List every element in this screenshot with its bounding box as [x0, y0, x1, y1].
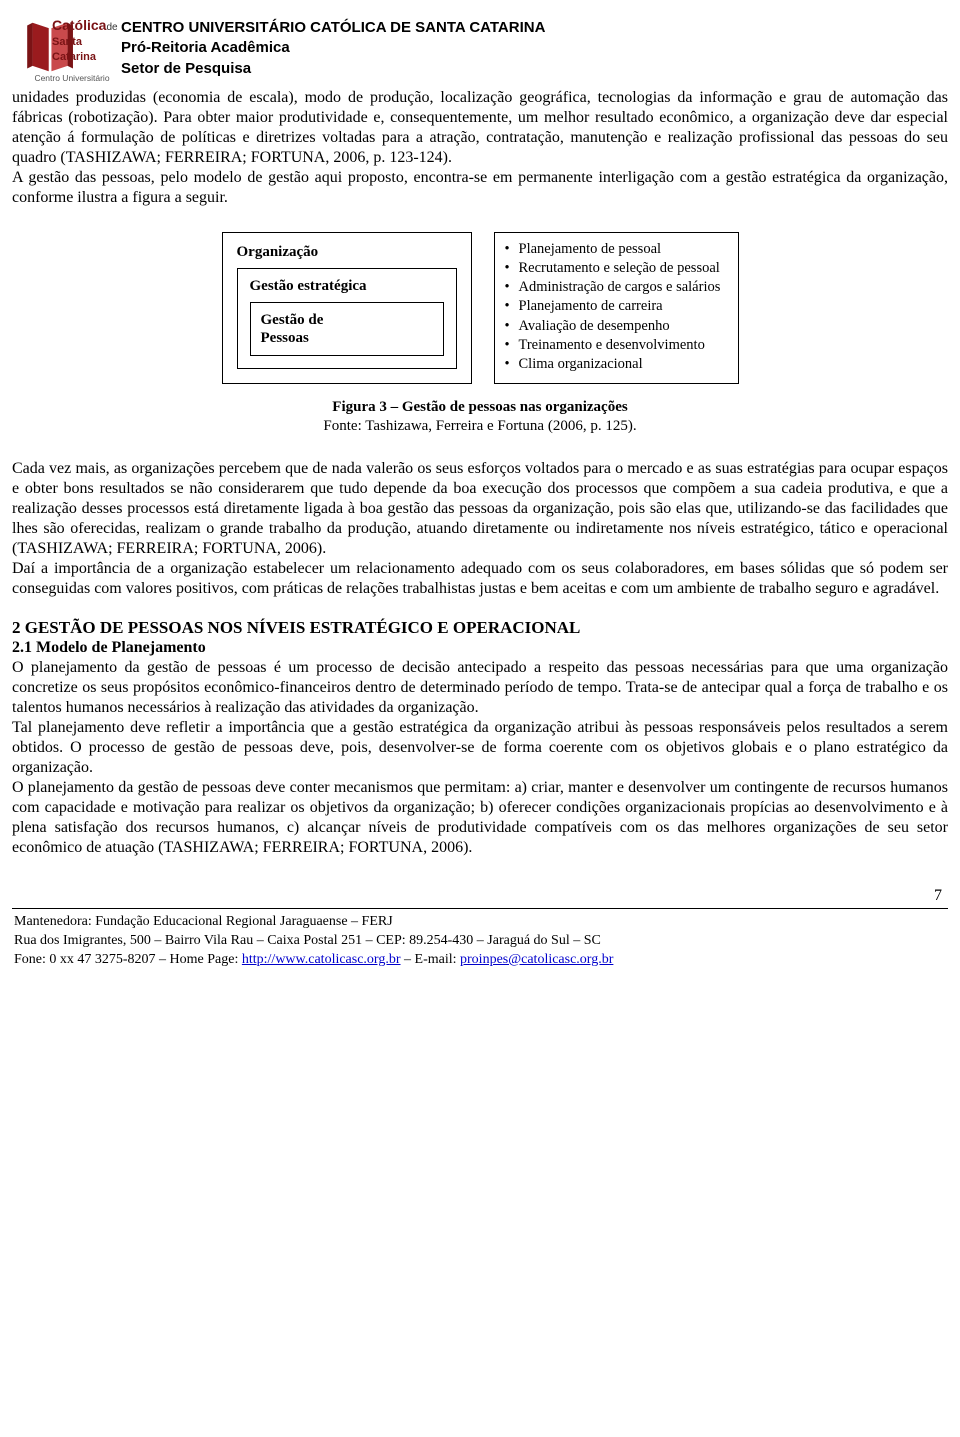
page-number: 7 [12, 886, 948, 906]
logo-text-de: de [106, 22, 117, 33]
list-item: Clima organizacional [505, 355, 728, 373]
institute-name: CENTRO UNIVERSITÁRIO CATÓLICA DE SANTA C… [121, 18, 545, 38]
paragraph-8: O planejamento da gestão de pessoas deve… [12, 778, 948, 858]
footer-line-2: Rua dos Imigrantes, 500 – Bairro Vila Ra… [14, 932, 946, 951]
footer-prefix: Fone: 0 xx 47 3275-8207 – Home Page: [14, 952, 242, 967]
page-footer: Mantenedora: Fundação Educacional Region… [12, 913, 948, 978]
list-item: Administração de cargos e salários [505, 278, 728, 296]
figure-caption-source: Fonte: Tashizawa, Ferreira e Fortuna (20… [323, 418, 636, 434]
footer-line-1: Mantenedora: Fundação Educacional Region… [14, 913, 946, 932]
intro-paragraphs: unidades produzidas (economia de escala)… [12, 88, 948, 208]
paragraph-3: A gestão das pessoas, pelo modelo de ges… [12, 168, 948, 208]
figure-caption-title: Figura 3 – Gestão de pessoas nas organiz… [332, 399, 627, 415]
institute-dept: Pró-Reitoria Acadêmica [121, 38, 545, 58]
footer-email-link[interactable]: proinpes@catolicasc.org.br [460, 952, 613, 967]
page-header: Católicade Santa Catarina Centro Univers… [12, 12, 948, 82]
logo-text-bottom: Santa Catarina [52, 36, 96, 63]
section-2-1-heading: 2.1 Modelo de Planejamento [12, 638, 948, 658]
nested-diagram: Organização Gestão estratégica Gestão de… [222, 232, 472, 384]
after-figure-paragraphs: Cada vez mais, as organizações percebem … [12, 459, 948, 599]
paragraph-5: Daí a importância de a organização estab… [12, 559, 948, 599]
list-item: Planejamento de pessoal [505, 240, 728, 258]
paragraph-6: O planejamento da gestão de pessoas é um… [12, 658, 948, 718]
list-item: Recrutamento e seleção de pessoal [505, 259, 728, 277]
logo-wordmark: Católicade Santa Catarina [52, 18, 118, 63]
diagram-level2: Gestão estratégica Gestão de Pessoas [237, 268, 457, 369]
diagram-level2-label: Gestão estratégica [250, 277, 444, 296]
list-item: Treinamento e desenvolvimento [505, 336, 728, 354]
logo-text-top: Católica [52, 17, 106, 33]
figure-3: Organização Gestão estratégica Gestão de… [12, 232, 948, 384]
list-item: Planejamento de carreira [505, 297, 728, 315]
list-item: Avaliação de desempenho [505, 317, 728, 335]
diagram-level3-line2: Pessoas [261, 330, 309, 346]
section-2: 2 GESTÃO DE PESSOAS NOS NÍVEIS ESTRATÉGI… [12, 617, 948, 858]
institute-sector: Setor de Pesquisa [121, 59, 545, 79]
diagram-level1-label: Organização [237, 243, 457, 262]
footer-mid: – E-mail: [401, 952, 461, 967]
diagram-level3-line1: Gestão de [261, 312, 324, 328]
hr-functions-list: Planejamento de pessoal Recrutamento e s… [494, 232, 739, 384]
institute-block: CENTRO UNIVERSITÁRIO CATÓLICA DE SANTA C… [121, 12, 545, 79]
diagram-level3: Gestão de Pessoas [250, 302, 444, 356]
figure-caption: Figura 3 – Gestão de pessoas nas organiz… [12, 398, 948, 437]
document-page: Católicade Santa Catarina Centro Univers… [0, 0, 960, 997]
logo-subtitle: Centro Universitário [12, 73, 132, 84]
paragraph-7: Tal planejamento deve refletir a importâ… [12, 718, 948, 778]
paragraph-4: Cada vez mais, as organizações percebem … [12, 459, 948, 559]
section-2-heading: 2 GESTÃO DE PESSOAS NOS NÍVEIS ESTRATÉGI… [12, 617, 948, 638]
footer-line-3: Fone: 0 xx 47 3275-8207 – Home Page: htt… [14, 951, 946, 970]
footer-divider [12, 908, 948, 909]
footer-homepage-link[interactable]: http://www.catolicasc.org.br [242, 952, 401, 967]
university-logo: Católicade Santa Catarina Centro Univers… [12, 12, 107, 82]
